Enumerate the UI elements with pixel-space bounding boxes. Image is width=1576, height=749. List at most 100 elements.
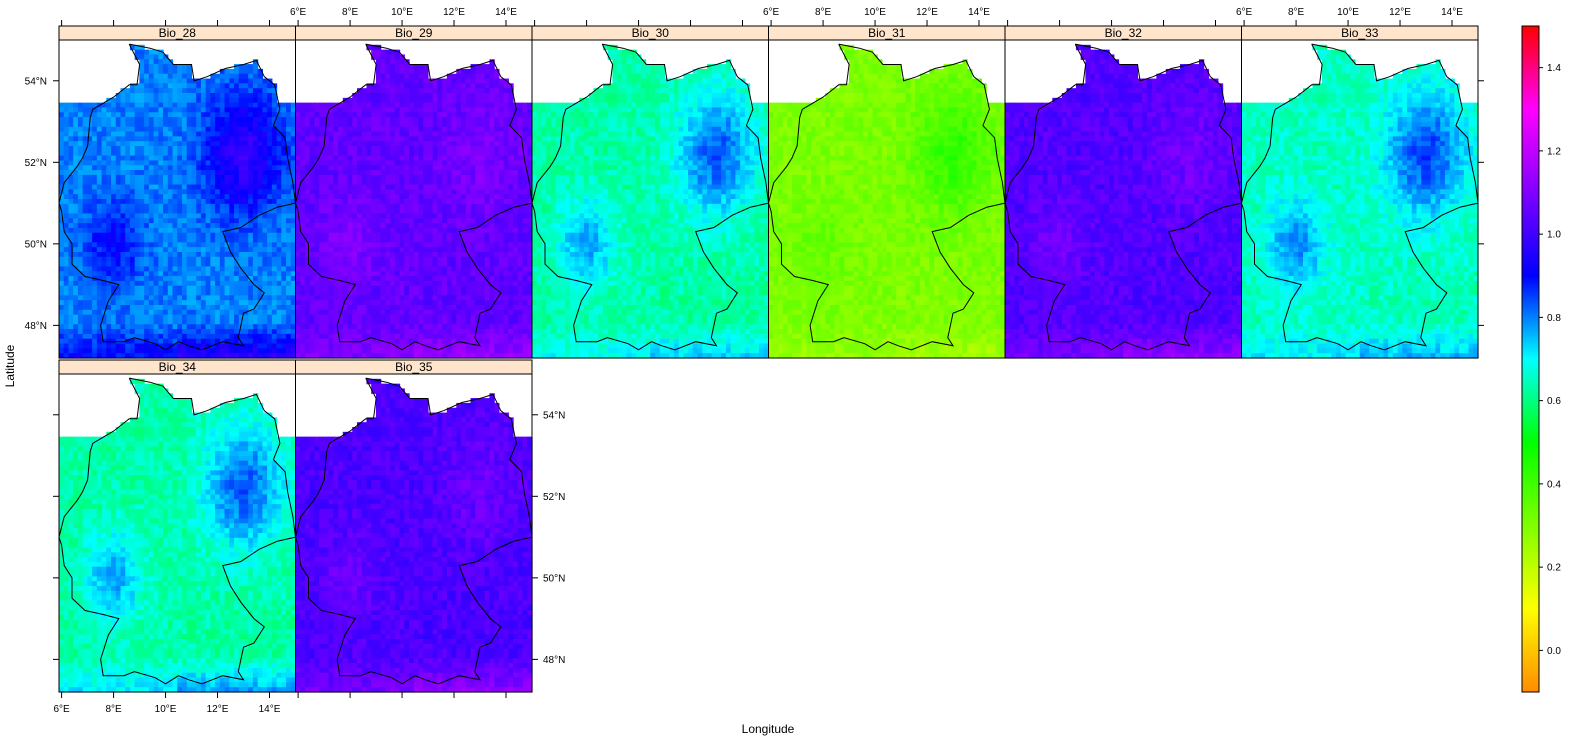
raster-cell <box>276 280 282 287</box>
raster-cell <box>418 131 424 137</box>
raster-cell <box>513 242 519 248</box>
raster-cell <box>200 146 207 152</box>
raster-cell <box>413 174 420 181</box>
raster-cell <box>215 88 221 94</box>
raster-cell <box>276 146 282 152</box>
raster-cell <box>267 232 273 239</box>
raster-cell <box>271 184 278 190</box>
raster-cell <box>219 242 226 248</box>
raster-cell <box>314 102 320 109</box>
raster-cell <box>63 324 70 330</box>
raster-cell <box>356 271 363 277</box>
raster-cell <box>427 213 434 219</box>
raster-cell <box>243 333 249 340</box>
raster-cell <box>314 121 320 128</box>
raster-cell <box>314 136 320 142</box>
raster-cell <box>148 237 155 243</box>
raster-cell <box>252 247 259 253</box>
raster-cell <box>101 179 107 186</box>
raster-cell <box>172 170 178 176</box>
raster-cell <box>252 160 259 166</box>
raster-cell <box>96 314 103 321</box>
raster-cell <box>385 68 391 75</box>
raster-cell <box>456 261 462 268</box>
raster-cell <box>404 271 410 277</box>
raster-cell <box>219 179 226 186</box>
raster-cell <box>68 343 74 349</box>
raster-cell <box>111 208 117 215</box>
raster-cell <box>196 280 202 287</box>
raster-cell <box>517 242 524 248</box>
raster-cell <box>229 165 235 171</box>
raster-cell <box>475 232 481 239</box>
raster-cell <box>181 64 188 70</box>
raster-cell <box>319 271 325 277</box>
raster-cell <box>224 266 230 272</box>
raster-cell <box>163 247 169 253</box>
raster-cell <box>323 174 330 181</box>
raster-cell <box>446 179 453 186</box>
raster-cell <box>101 117 107 123</box>
raster-cell <box>82 117 88 123</box>
raster-cell <box>413 97 420 104</box>
raster-cell <box>96 141 103 147</box>
raster-cell <box>229 78 235 84</box>
raster-cell <box>262 184 268 190</box>
raster-cell <box>177 256 183 263</box>
raster-cell <box>210 213 216 219</box>
raster-cell <box>508 189 514 195</box>
raster-cell <box>63 309 70 316</box>
raster-cell <box>356 107 363 113</box>
raster-cell <box>503 203 509 210</box>
raster-cell <box>172 64 178 70</box>
raster-cell <box>111 300 117 306</box>
raster-cell <box>82 179 88 186</box>
raster-cell <box>148 194 155 200</box>
raster-cell <box>224 97 230 104</box>
raster-cell <box>413 93 420 99</box>
raster-cell <box>167 83 174 89</box>
raster-cell <box>309 271 316 277</box>
raster-cell <box>304 112 311 118</box>
raster-cell <box>196 329 202 335</box>
raster-cell <box>129 208 136 215</box>
raster-cell <box>120 141 126 147</box>
raster-cell <box>366 102 372 109</box>
raster-cell <box>243 227 249 234</box>
raster-cell <box>338 232 344 239</box>
raster-cell <box>281 290 287 296</box>
raster-cell <box>106 121 112 128</box>
raster-cell <box>148 189 155 195</box>
raster-cell <box>106 199 112 205</box>
raster-cell <box>219 295 226 301</box>
raster-cell <box>413 117 420 123</box>
raster-cell <box>200 126 207 133</box>
raster-cell <box>172 121 178 128</box>
raster-cell <box>186 232 193 239</box>
raster-cell <box>163 121 169 128</box>
raster-cell <box>465 93 472 99</box>
raster-cell <box>196 324 202 330</box>
raster-cell <box>92 146 98 152</box>
raster-cell <box>205 300 211 306</box>
raster-cell <box>513 189 519 195</box>
raster-cell <box>465 112 472 118</box>
raster-cell <box>456 155 462 162</box>
raster-cell <box>427 121 434 128</box>
raster-cell <box>375 179 382 186</box>
raster-cell <box>229 73 235 80</box>
raster-cell <box>120 232 126 239</box>
raster-cell <box>106 150 112 157</box>
raster-cell <box>92 232 98 239</box>
raster-cell <box>442 218 448 224</box>
raster-cell <box>120 131 126 137</box>
raster-cell <box>479 242 486 248</box>
raster-cell <box>139 285 145 292</box>
raster-cell <box>356 199 363 205</box>
raster-cell <box>167 353 174 359</box>
raster-cell <box>390 107 396 113</box>
raster-cell <box>106 343 112 349</box>
raster-cell <box>125 300 131 306</box>
raster-cell <box>120 112 126 118</box>
raster-cell <box>191 276 197 282</box>
